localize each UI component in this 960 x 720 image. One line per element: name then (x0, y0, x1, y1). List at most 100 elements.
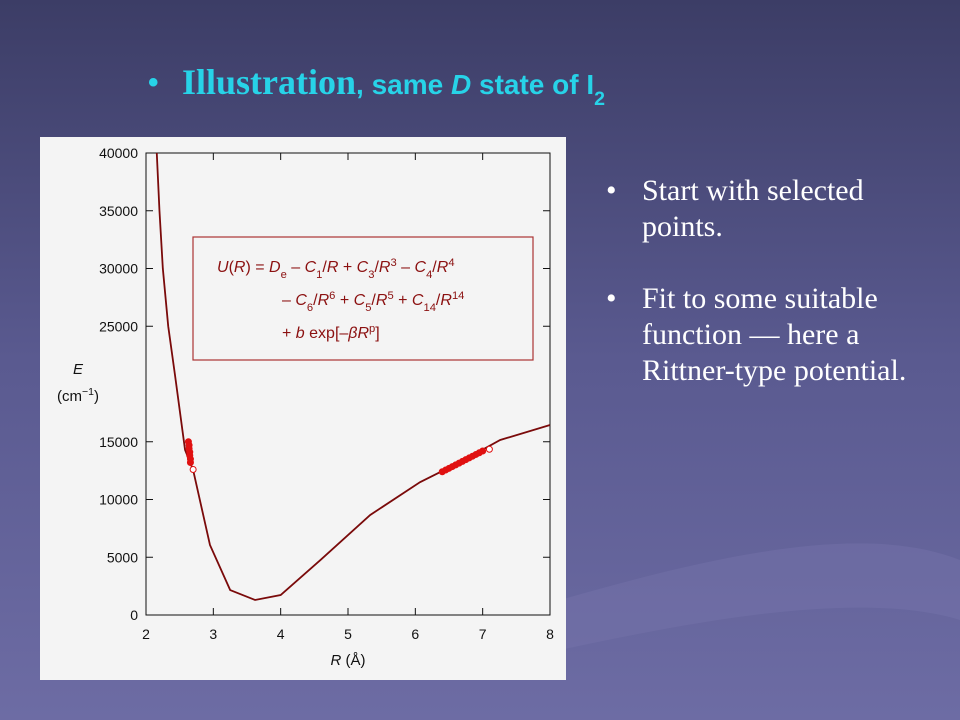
text-segment: p (369, 323, 375, 335)
text-segment: / (371, 292, 376, 309)
y-tick-label: 30000 (99, 261, 138, 277)
text-segment: / (374, 259, 379, 276)
text-segment: – (397, 259, 415, 276)
text-segment: (cm (57, 388, 82, 405)
bullet-marker: • (606, 174, 617, 207)
data-point (186, 459, 194, 467)
data-point (189, 465, 197, 473)
text-segment: R (318, 292, 330, 309)
text-segment: ] (375, 325, 379, 342)
bullet-line: Start with selected (642, 174, 864, 207)
bullet-text: Start with selected points. (642, 174, 864, 243)
x-tick-label: 8 (546, 626, 554, 642)
text-segment: – (282, 292, 295, 309)
text-segment: 3 (390, 257, 396, 269)
text-segment: + (335, 292, 353, 309)
text-segment: exp[– (305, 325, 349, 342)
bullet-text: Fit to some suitable function — here a Rit… (642, 282, 906, 387)
text-segment: 14 (452, 290, 464, 302)
text-segment: D (451, 69, 471, 100)
text-segment: e (281, 269, 287, 281)
text-segment: R (330, 652, 341, 669)
text-segment: 6 (329, 290, 335, 302)
text-segment: 4 (448, 257, 454, 269)
x-tick-label: 4 (277, 626, 285, 642)
text-segment: 4 (426, 269, 432, 281)
text-segment: (Å) (341, 652, 365, 669)
text-segment: state of I (471, 69, 594, 100)
text-segment: 5 (365, 302, 371, 314)
text-segment: + (282, 325, 296, 342)
x-tick-label: 6 (411, 626, 419, 642)
y-tick-label: 10000 (99, 492, 138, 508)
slide-title: Illustration, same D state of I2 (182, 62, 605, 110)
text-segment: + (394, 292, 412, 309)
text-segment: ( (229, 259, 235, 276)
text-segment: R (379, 259, 391, 276)
text-segment: , same (356, 69, 451, 100)
data-point (485, 445, 493, 453)
text-segment: / (313, 292, 318, 309)
y-axis-label: (cm−1) (57, 386, 99, 405)
text-segment: ) = (245, 259, 269, 276)
text-segment: R (376, 292, 388, 309)
y-tick-label: 15000 (99, 434, 138, 450)
text-segment: U (217, 259, 229, 276)
text-segment: R (234, 259, 246, 276)
text-segment: 3 (368, 269, 374, 281)
text-segment: R (437, 259, 449, 276)
text-segment: R (327, 259, 339, 276)
y-tick-label: 25000 (99, 318, 138, 334)
text-segment: −1 (82, 386, 94, 398)
y-tick-label: 35000 (99, 203, 138, 219)
bullet-line: Fit to some suitable (642, 282, 878, 315)
potential-curve (155, 152, 551, 601)
text-segment: R (440, 292, 452, 309)
text-segment: / (432, 259, 437, 276)
text-segment: + (338, 259, 356, 276)
text-segment: – (287, 259, 305, 276)
text-segment: C (354, 292, 366, 309)
bullet-marker: • (606, 282, 617, 315)
y-tick-label: 5000 (107, 549, 138, 565)
text-segment: C (305, 259, 317, 276)
x-tick-label: 2 (142, 626, 150, 642)
y-axis-label: E (73, 361, 84, 378)
text-segment: βR (347, 325, 369, 342)
text-segment: C (357, 259, 369, 276)
x-tick-label: 3 (209, 626, 217, 642)
bullet-line: Rittner-type potential. (642, 354, 906, 387)
x-tick-label: 5 (344, 626, 352, 642)
text-segment: 14 (423, 302, 435, 314)
text-segment: / (322, 259, 327, 276)
bullet-line: function — here a (642, 318, 859, 351)
text-segment: ) (94, 388, 99, 405)
decor (560, 543, 960, 650)
bullet-list: • Start with selected points. • Fit to some … (606, 174, 906, 387)
text-segment: Illustration (182, 62, 356, 102)
annotation-box (192, 236, 534, 361)
text-segment: / (436, 292, 441, 309)
x-tick-label: 7 (479, 626, 487, 642)
title-bullet: • (148, 66, 159, 99)
text-segment: b (296, 325, 305, 342)
text-segment: C (295, 292, 307, 309)
data-point (479, 447, 487, 455)
y-tick-label: 0 (130, 607, 138, 623)
annotation-line: U(R) = De – C1/R + C3/R3 – C4/R4 (217, 257, 455, 281)
y-tick-label: 40000 (99, 145, 138, 161)
text-segment: 6 (307, 302, 313, 314)
text-segment: C (415, 259, 427, 276)
text-segment: 5 (387, 290, 393, 302)
annotation-line: + b exp[–βRp] (282, 323, 380, 342)
chart-panel (40, 137, 566, 680)
chart: 2 3 4 5 6 7 8 0 5000 10000 15000 25000 30000 35000 400… (57, 145, 554, 669)
bullet-line: points. (642, 210, 723, 243)
x-axis-label: R (Å) (330, 652, 365, 669)
text-segment: C (412, 292, 424, 309)
text-segment: 1 (316, 269, 322, 281)
text-segment: E (73, 361, 84, 378)
annotation-line: – C6/R6 + C5/R5 + C14/R14 (282, 290, 464, 314)
text-segment: 2 (594, 88, 605, 110)
